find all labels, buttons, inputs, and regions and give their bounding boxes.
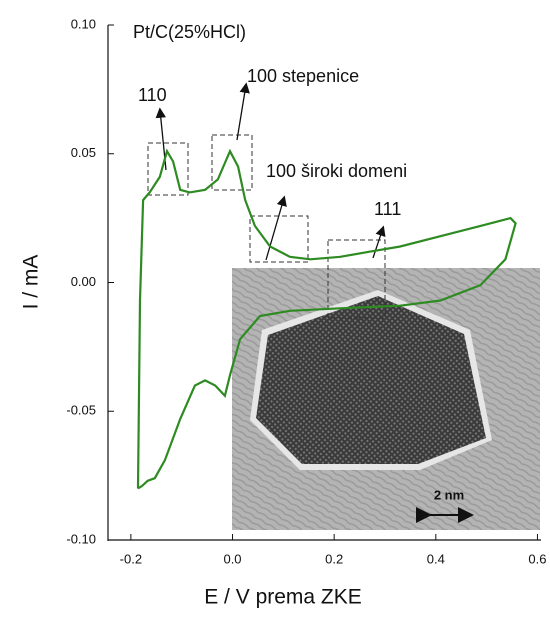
peak-boxes [147,82,386,319]
annotation: 100 široki domeni [266,161,407,181]
cv-curve [136,148,517,490]
x-tick-label: 0.4 [427,551,445,566]
annotation: 111 [374,199,401,219]
annotation: 2 nm [434,487,464,502]
annotation: 100 stepenice [247,66,359,86]
y-tick-label: -0.05 [66,403,96,418]
annotation: Pt/C(25%HCl) [133,22,246,42]
x-tick-label: 0.2 [325,551,343,566]
x-tick-label: 0.6 [528,551,546,566]
y-tick-label: -0.10 [66,531,96,546]
y-axis-label: I / mA [20,255,43,310]
annotation: 110 [138,85,167,105]
tem-inset [232,268,540,530]
y-tick-label: 0.10 [71,16,96,31]
y-tick-label: 0.00 [71,274,96,289]
x-axis-label: E / V prema ZKE [204,586,362,609]
x-tick-label: 0.0 [223,551,241,566]
x-tick-label: -0.2 [120,551,142,566]
y-tick-label: 0.05 [71,145,96,160]
